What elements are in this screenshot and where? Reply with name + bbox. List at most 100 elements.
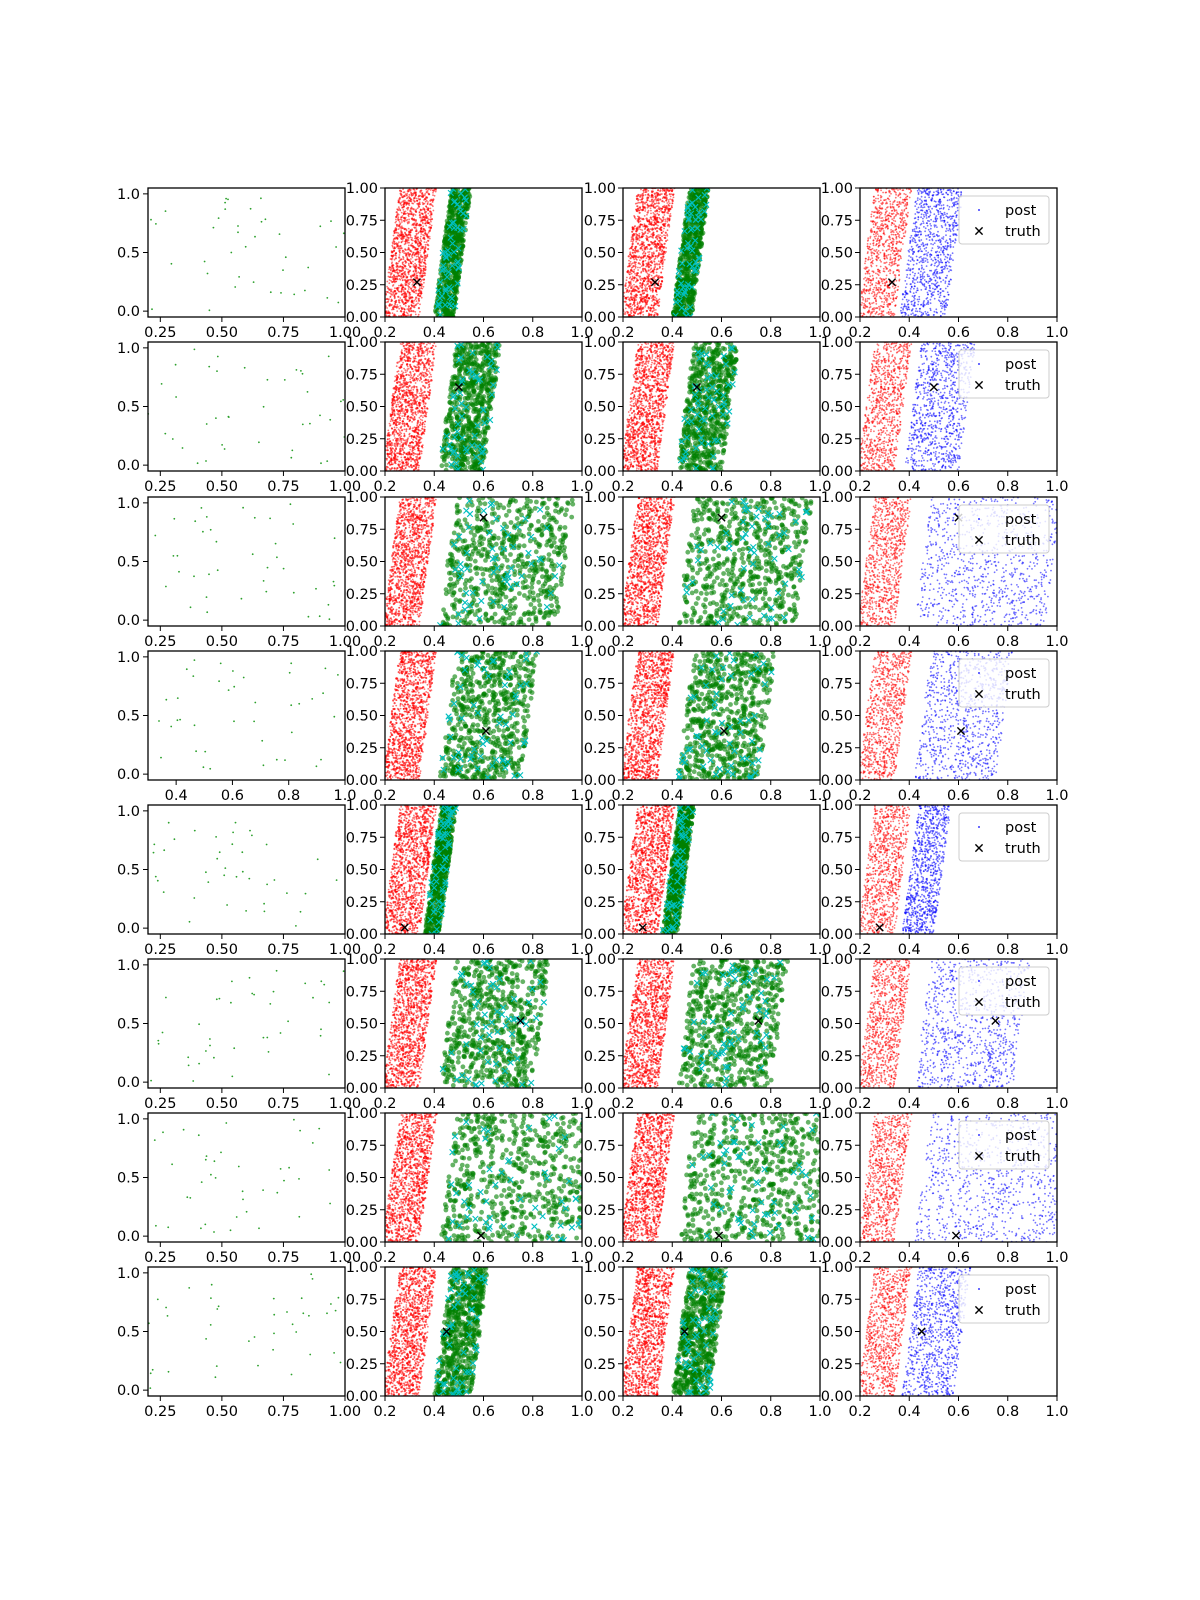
prior-sample — [871, 257, 874, 259]
prior-sample — [658, 227, 660, 230]
prior-sample — [420, 235, 422, 238]
y-tick-label: 0.00 — [346, 310, 378, 326]
prior-sample — [630, 268, 633, 271]
prior-sample — [649, 268, 652, 271]
prior-sample — [405, 228, 408, 231]
prior-sample — [432, 189, 435, 192]
prior-sample — [654, 296, 657, 299]
data-point — [217, 217, 220, 220]
prior-sample — [394, 292, 397, 295]
prior-sample — [878, 200, 880, 203]
prior-sample — [869, 303, 872, 306]
prior-sample — [663, 201, 666, 203]
prior-sample — [641, 231, 644, 234]
prior-sample — [883, 295, 886, 297]
prior-sample — [657, 254, 660, 257]
prior-sample — [637, 228, 640, 230]
data-point — [155, 223, 157, 225]
posterior-sample — [922, 220, 924, 223]
prior-sample — [667, 199, 670, 201]
prior-sample — [419, 264, 422, 267]
prior-sample — [642, 260, 645, 263]
prior-sample — [879, 230, 882, 233]
prior-sample — [867, 237, 870, 240]
prior-sample — [635, 285, 638, 288]
prior-sample — [873, 293, 876, 295]
prior-sample — [421, 195, 424, 198]
prior-sample — [633, 283, 635, 286]
prior-sample — [635, 209, 638, 212]
prior-sample — [868, 297, 871, 300]
prior-sample — [883, 270, 886, 273]
prior-sample — [885, 254, 888, 257]
prior-sample — [876, 273, 879, 275]
accepted-marker — [445, 268, 452, 276]
prior-sample — [637, 305, 640, 307]
prior-sample — [408, 241, 410, 244]
prior-sample — [666, 239, 669, 242]
prior-sample — [397, 217, 399, 220]
prior-sample — [655, 271, 658, 274]
prior-sample — [875, 211, 877, 213]
prior-sample — [413, 227, 416, 229]
prior-sample — [879, 196, 882, 199]
prior-sample — [653, 284, 655, 287]
prior-sample — [885, 301, 888, 303]
prior-sample — [413, 291, 416, 294]
prior-sample — [392, 266, 395, 269]
prior-sample — [648, 251, 651, 253]
prior-sample — [664, 196, 667, 199]
prior-sample — [880, 236, 883, 239]
prior-sample — [878, 226, 881, 228]
prior-sample — [880, 260, 882, 263]
prior-sample — [891, 188, 893, 191]
prior-sample — [429, 199, 432, 202]
prior-sample — [868, 279, 870, 281]
prior-sample — [645, 257, 648, 259]
prior-sample — [876, 251, 879, 254]
prior-sample — [400, 277, 403, 280]
prior-sample — [424, 211, 427, 214]
data-point — [260, 197, 262, 200]
prior-sample — [670, 204, 673, 207]
prior-sample — [902, 243, 904, 245]
prior-sample — [390, 279, 392, 282]
prior-sample — [407, 190, 410, 193]
prior-sample — [393, 242, 396, 245]
prior-sample — [901, 211, 904, 214]
prior-sample — [388, 304, 391, 307]
posterior-sample — [929, 205, 932, 208]
prior-sample — [900, 248, 903, 251]
prior-sample — [888, 212, 891, 215]
prior-sample — [650, 247, 653, 250]
prior-sample — [413, 306, 416, 309]
prior-sample — [866, 272, 869, 275]
prior-sample — [886, 297, 888, 300]
prior-sample — [422, 216, 425, 219]
prior-sample — [416, 242, 419, 245]
prior-sample — [641, 245, 644, 248]
prior-sample — [423, 197, 427, 201]
prior-sample — [420, 285, 423, 288]
prior-sample — [864, 257, 867, 260]
prior-sample — [652, 298, 656, 301]
prior-sample — [390, 290, 393, 293]
prior-sample — [404, 265, 407, 268]
prior-sample — [663, 242, 666, 245]
prior-sample — [896, 241, 899, 244]
prior-sample — [668, 193, 671, 196]
prior-sample — [651, 243, 653, 246]
prior-sample — [669, 198, 672, 201]
prior-sample — [864, 305, 867, 307]
prior-sample — [642, 192, 644, 195]
prior-sample — [651, 270, 654, 273]
posterior-sample — [456, 269, 462, 275]
prior-sample — [641, 283, 644, 286]
prior-sample — [434, 190, 437, 193]
prior-sample — [875, 295, 878, 298]
prior-sample — [877, 287, 880, 289]
prior-sample — [868, 269, 870, 272]
accepted-marker — [682, 307, 689, 314]
prior-sample — [412, 239, 414, 242]
prior-sample — [409, 249, 412, 252]
